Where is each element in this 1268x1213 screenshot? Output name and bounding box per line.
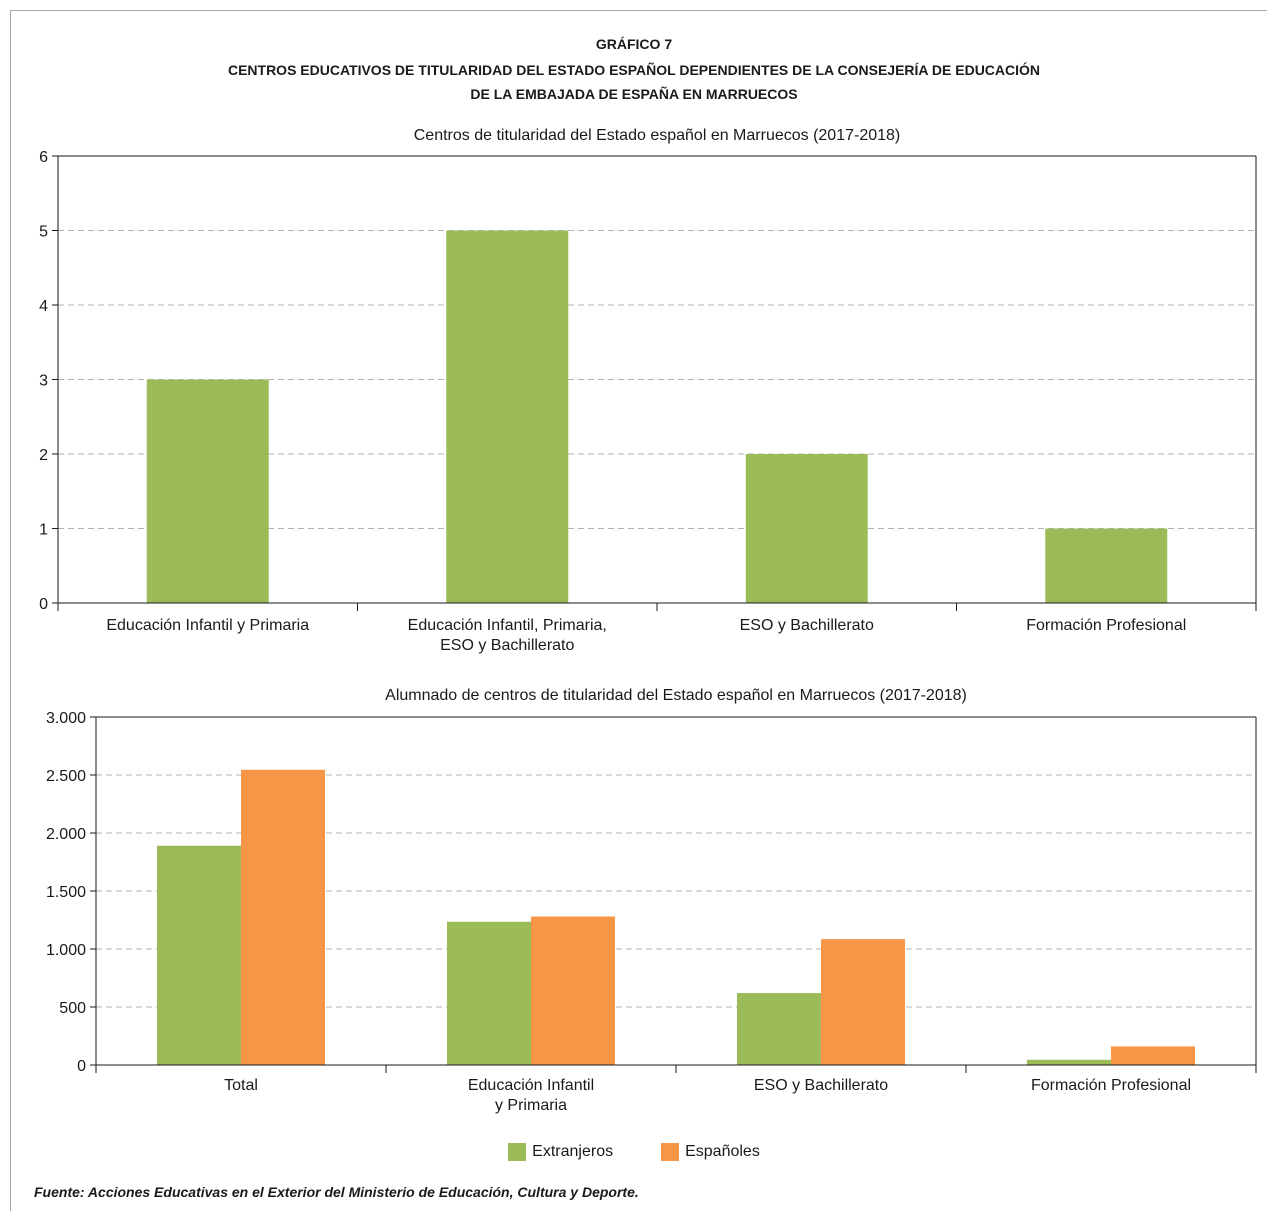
legend-swatch-espanoles [661,1143,680,1161]
chart2-category-label: Formación Profesional [1031,1077,1191,1094]
chart1-title: Centros de titularidad del Estado españo… [414,127,901,144]
chart1-ytick-label: 6 [39,149,48,166]
chart1-ytick-label: 4 [39,298,48,315]
figure-title-line-1: CENTROS EDUCATIVOS DE TITULARIDAD DEL ES… [227,62,1041,78]
chart2-category-label: Total [224,1077,258,1094]
chart1-category-label: Educación Infantil y Primaria [106,617,309,634]
chart2-bar-espanoles [531,916,615,1065]
chart2-ytick-label: 0 [77,1058,86,1075]
chart1-category-label: Formación Profesional [1026,617,1186,634]
chart1-category-label: ESO y Bachillerato [740,617,874,634]
legend-label-espanoles: Españoles [685,1143,760,1160]
figure-number: GRÁFICO 7 [595,36,673,52]
chart2-bar-extranjeros [1027,1059,1111,1065]
chart1-category-label: Educación Infantil, Primaria, [408,617,607,634]
legend-swatch-extranjeros [508,1143,527,1161]
chart2-bar-extranjeros [157,845,241,1065]
chart1-ytick-label: 5 [39,224,48,241]
legend-label-extranjeros: Extranjeros [532,1143,614,1160]
chart1-ytick-label: 1 [39,522,48,539]
chart1-bar [745,454,868,603]
legend-item-espanoles: Españoles [661,1143,760,1161]
figure-frame [10,10,1267,1211]
chart2-bar-espanoles [821,939,905,1065]
chart2-bar-extranjeros [737,993,821,1065]
chart1-bar [446,230,569,603]
chart1-ytick-label: 3 [39,373,48,390]
chart2-category-label: Educación Infantil [468,1077,594,1094]
chart2-ytick-label: 500 [59,1000,86,1017]
figure-title-line-2: DE LA EMBAJADA DE ESPAÑA EN MARRUECOS [470,86,798,102]
chart1-bar [1045,528,1168,603]
chart2-bar-espanoles [241,769,325,1065]
source-note: Fuente: Acciones Educativas en el Exteri… [34,1184,639,1200]
chart-legend: Extranjeros Españoles [0,1143,1268,1161]
chart1-bar [146,379,269,603]
chart2-category-label: ESO y Bachillerato [754,1077,888,1094]
chart2-ytick-label: 2.000 [46,826,86,843]
chart2-category-label: y Primaria [495,1097,567,1114]
chart2-title: Alumnado de centros de titularidad del E… [385,687,967,704]
chart2-ytick-label: 2.500 [46,768,86,785]
chart2-bar-espanoles [1111,1046,1195,1065]
legend-item-extranjeros: Extranjeros [508,1143,613,1161]
chart2-ytick-label: 3.000 [46,710,86,727]
chart1-category-label: ESO y Bachillerato [440,637,574,654]
chart2-ytick-label: 1.500 [46,884,86,901]
chart2-bar-extranjeros [447,921,531,1065]
chart1-ytick-label: 2 [39,447,48,464]
chart1-ytick-label: 0 [39,596,48,613]
chart2-ytick-label: 1.000 [46,942,86,959]
